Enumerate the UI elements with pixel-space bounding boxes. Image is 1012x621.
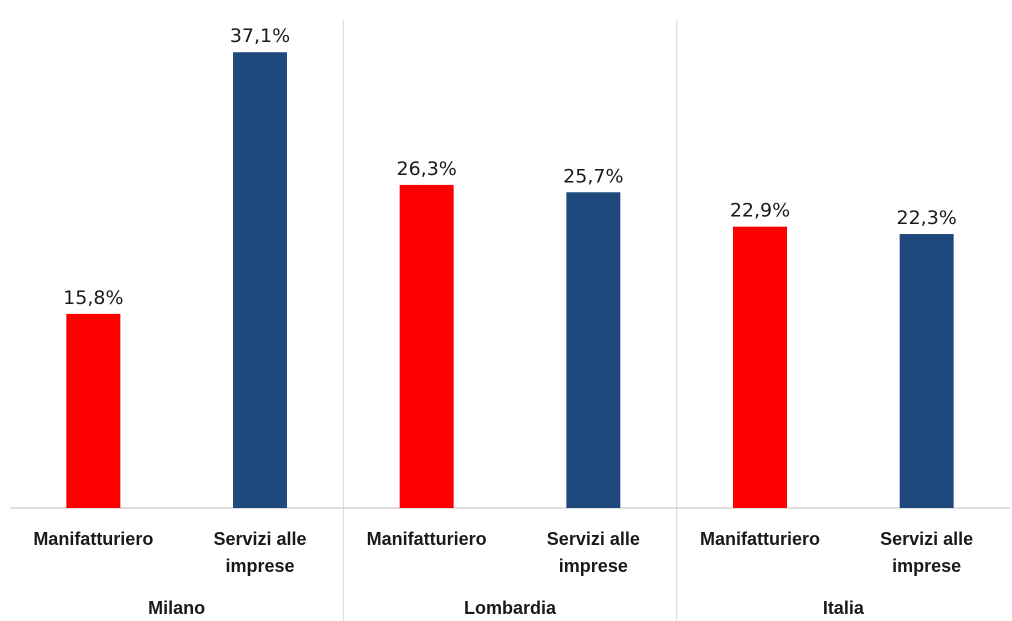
category-tick-label: Servizi alle	[880, 529, 973, 549]
category-tick-label: imprese	[892, 556, 961, 576]
bar-servizi-alle-imprese	[233, 52, 287, 508]
group-separators	[342, 20, 678, 621]
category-tick-label: Servizi alle	[547, 529, 640, 549]
category-tick-label: Manifatturiero	[33, 529, 153, 549]
group-label: Italia	[823, 598, 865, 618]
data-label: 26,3%	[396, 158, 456, 180]
bar-servizi-alle-imprese	[566, 192, 621, 508]
group-label: Milano	[148, 598, 205, 618]
data-label: 22,3%	[896, 207, 956, 229]
labels-layer: 15,8% Manifatturiero 37,1% Servizi alle impr…	[33, 25, 973, 618]
data-label: 22,9%	[730, 200, 790, 222]
category-tick-label: imprese	[559, 556, 628, 576]
category-tick-label: Servizi alle	[213, 529, 306, 549]
data-label: 25,7%	[563, 165, 623, 187]
category-tick-label: Manifatturiero	[700, 529, 820, 549]
bar-manifatturiero	[733, 226, 787, 508]
bar-manifatturiero	[66, 313, 121, 508]
category-tick-label: imprese	[225, 556, 294, 576]
group-label: Lombardia	[464, 598, 557, 618]
bars-layer	[66, 52, 954, 509]
bar-manifatturiero	[399, 184, 454, 509]
category-tick-label: Manifatturiero	[367, 529, 487, 549]
data-label: 15,8%	[63, 287, 123, 309]
data-label: 37,1%	[230, 25, 290, 47]
bar-servizi-alle-imprese	[899, 234, 954, 508]
